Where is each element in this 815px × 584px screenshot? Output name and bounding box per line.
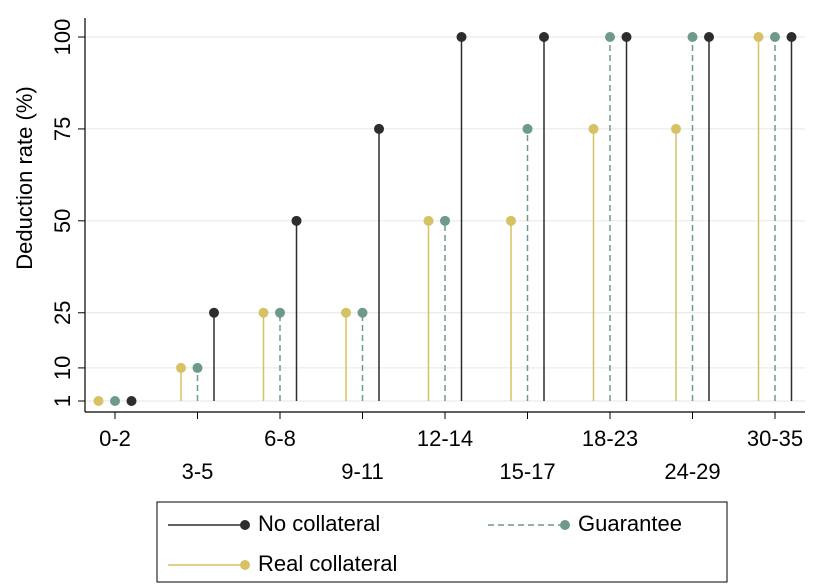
marker <box>440 215 450 226</box>
marker <box>110 396 120 406</box>
marker <box>93 396 104 406</box>
y-tick-label: 1 <box>50 395 75 407</box>
marker <box>770 32 780 42</box>
marker <box>209 307 219 318</box>
x-tick-label: 18-23 <box>582 426 638 451</box>
x-tick-label: 9-11 <box>341 459 383 484</box>
marker <box>192 362 203 373</box>
marker <box>671 123 681 134</box>
y-tick-label: 75 <box>50 117 75 141</box>
y-tick-label: 25 <box>50 301 75 325</box>
marker <box>275 307 285 318</box>
y-tick-label: 50 <box>50 209 75 233</box>
marker <box>126 396 137 406</box>
marker <box>539 32 549 42</box>
marker <box>357 307 368 318</box>
legend-marker <box>240 560 250 570</box>
legend-box <box>156 501 728 583</box>
marker <box>258 307 269 318</box>
marker <box>588 123 599 134</box>
legend-marker <box>240 520 250 530</box>
marker <box>704 32 714 42</box>
marker <box>341 307 351 318</box>
legend-label: No collateral <box>258 511 380 536</box>
marker <box>605 32 615 42</box>
y-tick-label: 100 <box>50 19 75 56</box>
x-tick-label: 24-29 <box>664 459 720 484</box>
x-tick-label: 3-5 <box>182 459 214 484</box>
marker <box>753 32 764 42</box>
marker <box>506 215 516 226</box>
marker <box>176 362 186 373</box>
x-tick-label: 0-2 <box>99 426 131 451</box>
x-tick-label: 12-14 <box>417 426 473 451</box>
x-tick-label: 30-35 <box>747 426 803 451</box>
y-axis-label: Deduction rate (%) <box>12 86 37 269</box>
marker <box>522 123 533 134</box>
marker <box>687 32 698 42</box>
marker <box>786 32 797 42</box>
marker <box>291 215 302 226</box>
marker <box>621 32 632 42</box>
marker <box>456 32 467 42</box>
x-tick-label: 6-8 <box>264 426 296 451</box>
x-tick-label: 15-17 <box>499 459 555 484</box>
legend-label: Guarantee <box>578 511 682 536</box>
y-tick-label: 10 <box>50 356 75 380</box>
legend-label: Real collateral <box>258 551 397 576</box>
legend-marker <box>560 520 570 530</box>
marker <box>423 215 434 226</box>
marker <box>374 123 384 134</box>
